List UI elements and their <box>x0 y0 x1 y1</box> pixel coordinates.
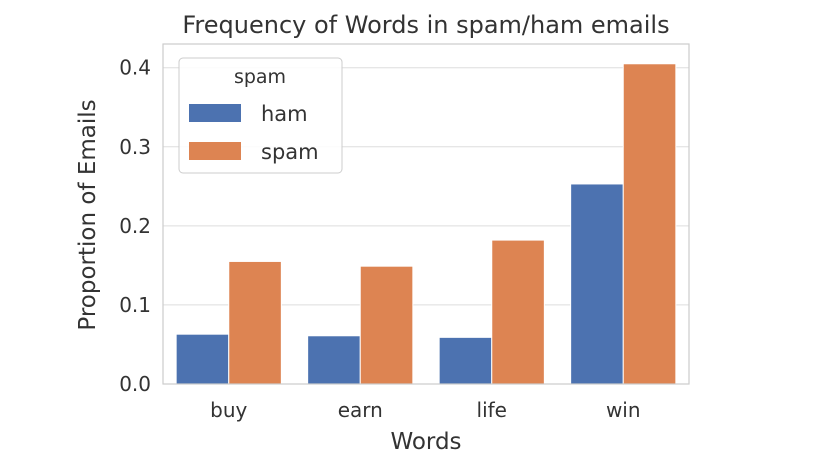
chart-title: Frequency of Words in spam/ham emails <box>182 11 669 39</box>
legend: spam ham spam <box>178 57 343 174</box>
legend-title: spam <box>234 66 286 88</box>
y-axis-title: Proportion of Emails <box>75 99 101 330</box>
legend-label-ham: ham <box>261 102 308 126</box>
bar-ham-life <box>438 336 493 385</box>
x-tick-label: buy <box>210 398 247 422</box>
bar-spam-earn <box>359 265 414 385</box>
x-ticks: buy earn life win <box>210 398 640 422</box>
bar-spam-win <box>622 63 677 385</box>
y-tick-label: 0.3 <box>119 135 151 159</box>
x-axis-title: Words <box>390 429 461 455</box>
y-tick-label: 0.0 <box>119 372 151 396</box>
y-tick-label: 0.4 <box>119 56 151 80</box>
x-tick-label: win <box>606 398 641 422</box>
y-tick-label: 0.2 <box>119 214 151 238</box>
bar-spam-life <box>491 239 545 385</box>
plot-frame <box>162 43 690 385</box>
y-tick-label: 0.1 <box>119 293 151 317</box>
bars <box>175 63 677 385</box>
x-tick-label: life <box>477 398 507 422</box>
legend-swatch-ham <box>189 104 241 122</box>
bar-ham-win <box>570 183 624 385</box>
y-ticks: 0.0 0.1 0.2 0.3 0.4 <box>119 56 151 396</box>
bar-spam-buy <box>228 260 282 385</box>
x-tick-label: earn <box>338 398 383 422</box>
legend-swatch-spam <box>189 142 241 160</box>
legend-label-spam: spam <box>261 140 319 164</box>
bar-ham-earn <box>307 335 361 385</box>
bar-ham-buy <box>175 333 230 385</box>
